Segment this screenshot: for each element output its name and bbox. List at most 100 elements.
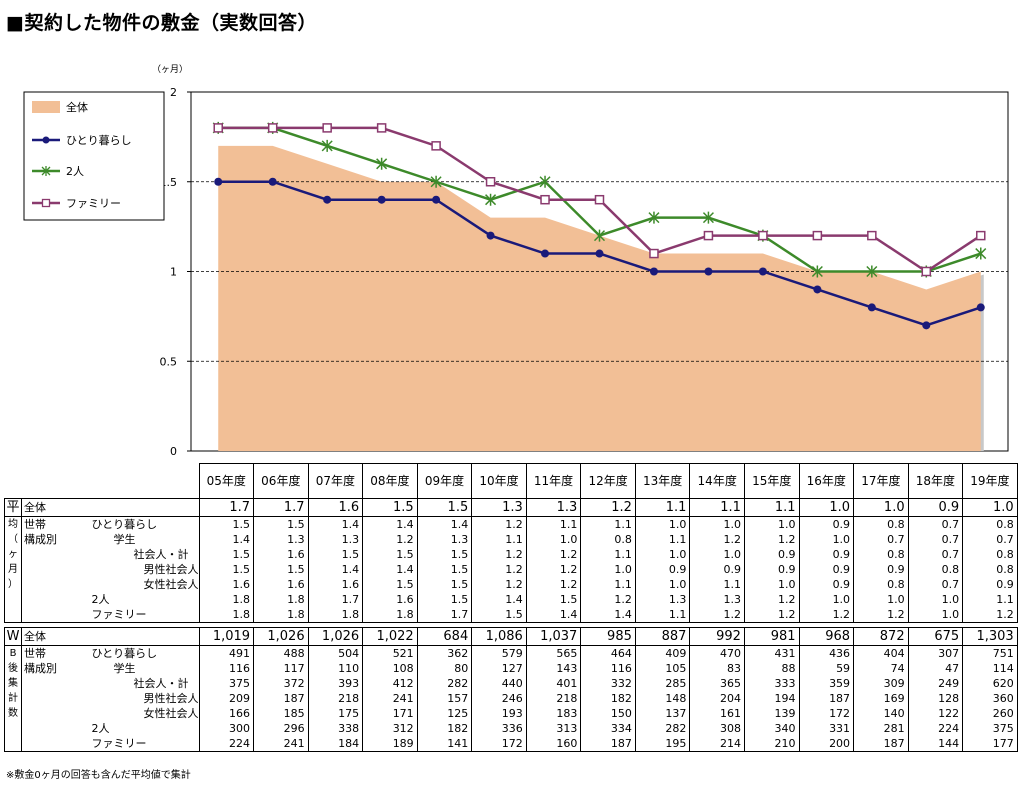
group-label-char: 均 <box>4 516 22 532</box>
group-label <box>22 592 74 607</box>
value-cell: 0.9 <box>743 562 800 577</box>
avg-row: 2人 1.8 1.8 1.7 1.6 1.5 1.4 1.5 1.2 1.3 1.3 1.2 1.0 1.… <box>4 592 1018 607</box>
value-cell: 1.2 <box>689 607 745 623</box>
data-point-2人 <box>430 175 442 188</box>
value-cell: 224 <box>198 736 255 752</box>
value-cell: 504 <box>307 645 364 661</box>
value-cell: 372 <box>253 676 309 691</box>
value-cell: 193 <box>471 706 527 721</box>
value-cell: 160 <box>525 736 582 752</box>
value-cell: 218 <box>307 691 364 706</box>
group-label-char: ） <box>4 577 22 592</box>
cnt-row: 集社会人・計 375 372 393 412 282 440 401 332 285 365 333 3… <box>4 676 1018 691</box>
header-blank <box>5 464 200 499</box>
value-cell: 1.0 <box>853 592 909 607</box>
data-point-ひとり暮らし <box>704 267 713 276</box>
value-cell: 1.2 <box>743 592 800 607</box>
value-cell: 1.0 <box>580 562 636 577</box>
value-cell: 675 <box>907 627 964 646</box>
data-point-2人 <box>811 265 823 278</box>
avg-row: （構成別 学生 1.4 1.3 1.3 1.2 1.3 1.1 1.0 0.8 1.1 1.2 1.2 1… <box>4 532 1018 547</box>
row-label: ひとり暮らし <box>73 645 199 661</box>
data-point-ファミリー <box>703 230 714 241</box>
value-cell: 80 <box>416 661 473 676</box>
group-label-char: 数 <box>4 706 22 721</box>
value-cell: 1.2 <box>962 607 1018 623</box>
value-cell: 0.7 <box>907 547 964 562</box>
value-cell: 184 <box>307 736 364 752</box>
data-point-ひとり暮らし <box>268 177 277 186</box>
value-cell: 440 <box>471 676 527 691</box>
row-label: 学生 <box>113 533 136 546</box>
value-cell: 872 <box>853 627 909 646</box>
column-header: 12年度 <box>580 463 636 499</box>
value-cell: 300 <box>198 721 255 736</box>
value-cell: 0.7 <box>907 516 964 532</box>
value-cell: 0.8 <box>580 532 636 547</box>
group-label <box>22 577 74 592</box>
value-cell: 1.1 <box>471 532 527 547</box>
group-label <box>21 607 74 623</box>
value-cell: 1.0 <box>634 516 691 532</box>
value-cell: 312 <box>362 721 418 736</box>
value-cell: 148 <box>634 691 691 706</box>
column-header: 10年度 <box>471 463 527 499</box>
value-cell: 1.8 <box>307 607 364 623</box>
group-label <box>21 736 74 752</box>
data-point-ファミリー <box>213 123 223 133</box>
group-label-char: 集 <box>4 676 22 691</box>
value-cell: 751 <box>962 645 1018 661</box>
value-cell: 282 <box>634 721 691 736</box>
group-label: 世帯 <box>21 645 74 661</box>
value-cell: 83 <box>689 661 745 676</box>
data-point-ひとり暮らし <box>214 177 223 186</box>
value-cell: 189 <box>362 736 418 752</box>
value-cell: 1.2 <box>525 577 582 592</box>
value-cell: 401 <box>525 676 582 691</box>
value-cell: 985 <box>580 627 636 646</box>
value-cell: 1.5 <box>362 577 418 592</box>
value-cell: 1.5 <box>362 498 418 517</box>
value-cell: 981 <box>743 627 800 646</box>
value-cell: 0.9 <box>743 547 800 562</box>
value-cell: 195 <box>634 736 691 752</box>
value-cell: 224 <box>907 721 964 736</box>
value-cell: 1.2 <box>525 547 582 562</box>
data-point-ひとり暮らし <box>432 195 441 204</box>
value-cell: 1.6 <box>307 577 364 592</box>
value-cell: 1.0 <box>689 547 745 562</box>
group-label-char: 月 <box>4 562 22 577</box>
value-cell: 1.5 <box>416 592 473 607</box>
data-point-ファミリー <box>267 123 278 133</box>
value-cell: 249 <box>907 676 964 691</box>
data-point-2人 <box>321 139 333 152</box>
value-cell: 1.1 <box>634 532 691 547</box>
value-cell: 144 <box>907 736 964 752</box>
data-point-2人 <box>866 265 878 278</box>
value-cell: 1.0 <box>634 547 691 562</box>
cnt-row: ファミリー 224 241 184 189 141 172 160 187 195 214 210 20… <box>4 736 1018 752</box>
y-tick-label: 1 <box>170 266 177 279</box>
value-cell: 0.9 <box>962 577 1018 592</box>
data-table: 05年度 06年度 07年度 08年度 09年度 10年度 11年度 12年度 13年度 14年度… <box>4 463 1018 752</box>
value-cell: 59 <box>798 661 855 676</box>
value-cell: 139 <box>743 706 800 721</box>
column-header: 18年度 <box>907 463 964 499</box>
value-cell: 412 <box>362 676 418 691</box>
group-label-char: ヶ <box>4 547 22 562</box>
legend-marker-ファミリー <box>41 198 51 208</box>
value-cell: 0.8 <box>853 547 909 562</box>
legend-label: ひとり暮らし <box>66 133 132 147</box>
value-cell: 1.1 <box>962 592 1018 607</box>
value-cell: 992 <box>689 627 745 646</box>
group-label: 世帯 <box>21 516 74 532</box>
value-cell: 1.7 <box>198 498 255 517</box>
value-cell: 436 <box>798 645 855 661</box>
value-cell: 218 <box>525 691 582 706</box>
value-cell: 1.8 <box>198 607 255 623</box>
data-point-ファミリー <box>540 194 550 205</box>
data-point-ファミリー <box>649 248 659 259</box>
data-point-ファミリー <box>322 123 332 133</box>
value-cell: 0.9 <box>798 516 855 532</box>
data-point-ファミリー <box>485 177 496 187</box>
